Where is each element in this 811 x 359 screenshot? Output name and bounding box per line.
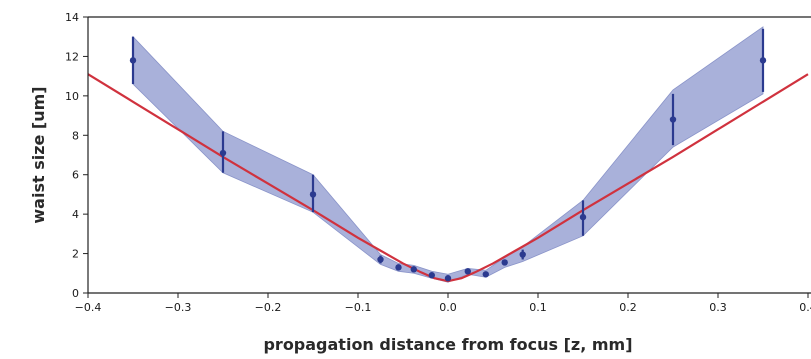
data-point [395, 264, 402, 271]
y-tick-label: 10 [65, 90, 79, 103]
y-axis-title: waist size [um] [29, 86, 48, 223]
y-ticks: 0 2 4 6 8 10 12 14 [65, 11, 88, 300]
axes [87, 16, 811, 294]
data-point [501, 259, 508, 266]
x-tick-label: −0.3 [165, 301, 192, 314]
data-point [482, 271, 489, 278]
x-tick-label: −0.4 [75, 301, 102, 314]
data-point [219, 149, 227, 157]
x-tick-label: 0.4 [799, 301, 811, 314]
y-tick-label: 14 [65, 11, 79, 24]
data-point [444, 275, 452, 282]
data-point [579, 213, 587, 221]
confidence-band-layer [132, 26, 764, 283]
data-point [464, 268, 471, 275]
y-tick-label: 8 [72, 129, 79, 142]
data-point [669, 116, 677, 123]
x-tick-label: −0.2 [255, 301, 282, 314]
x-tick-label: 0.1 [529, 301, 547, 314]
x-ticks: −0.4 −0.3 −0.2 −0.1 0.0 0.1 0.2 0.3 0.4 [75, 293, 811, 314]
data-point [309, 191, 317, 198]
x-tick-label: 0.3 [709, 301, 727, 314]
y-tick-label: 4 [72, 208, 79, 221]
y-tick-label: 2 [72, 248, 79, 261]
data-point-layer [129, 57, 767, 282]
x-axis-title: propagation distance from focus [z, mm] [263, 335, 632, 354]
data-point [410, 266, 417, 273]
data-point [129, 57, 137, 64]
data-point [428, 272, 435, 279]
y-tick-label: 0 [72, 287, 79, 300]
data-point [377, 256, 384, 263]
x-tick-label: −0.1 [345, 301, 372, 314]
data-point [759, 57, 767, 64]
x-tick-label: 0.0 [439, 301, 457, 314]
y-tick-label: 6 [72, 169, 79, 182]
data-point [519, 251, 526, 258]
x-tick-label: 0.2 [619, 301, 637, 314]
y-tick-label: 12 [65, 50, 79, 63]
confidence-band [132, 26, 764, 283]
